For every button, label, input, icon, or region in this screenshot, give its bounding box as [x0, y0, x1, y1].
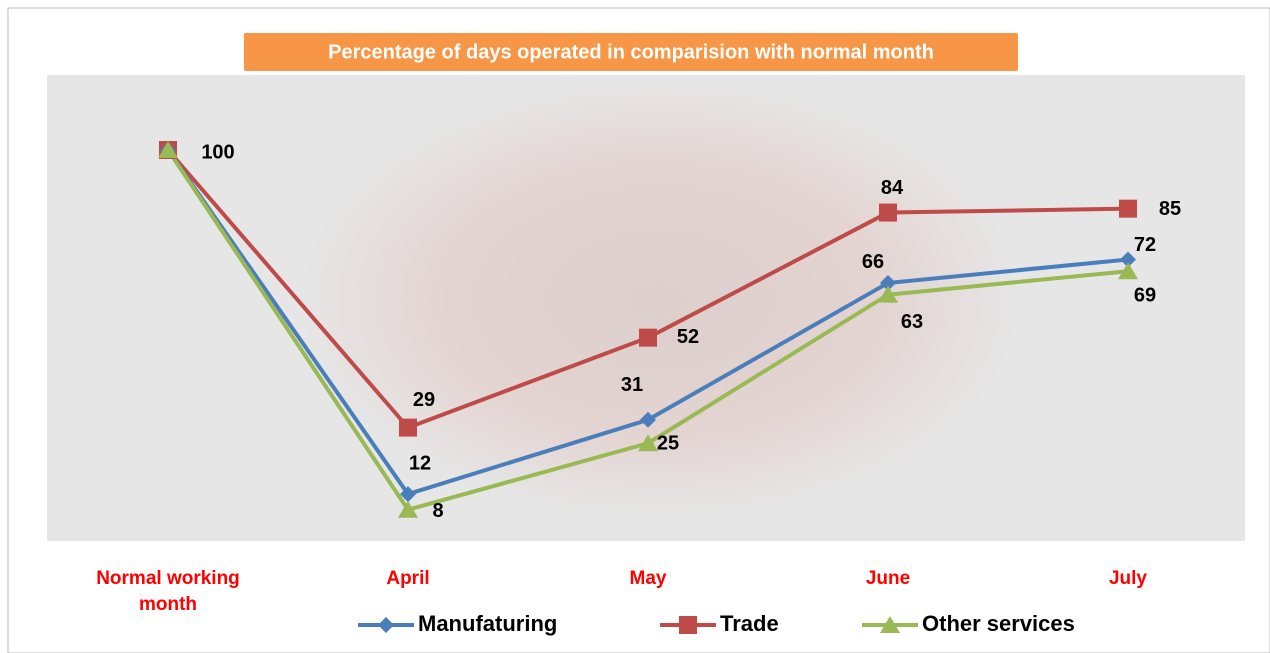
x-tick-label: July	[1028, 566, 1228, 592]
x-tick-label: May	[548, 566, 748, 592]
x-tick-label: June	[788, 566, 988, 592]
data-label: 52	[677, 326, 699, 348]
data-label: 31	[621, 374, 643, 396]
marker	[399, 419, 417, 437]
marker	[639, 329, 657, 347]
chart: Percentage of days operated in comparisi…	[0, 0, 1270, 653]
page: Percentage of days operated in comparisi…	[0, 0, 1270, 653]
legend-label: Manufaturing	[418, 611, 557, 636]
data-label: 85	[1159, 198, 1181, 220]
legend-label: Other services	[922, 611, 1075, 636]
marker	[1119, 200, 1137, 218]
data-label: 29	[413, 389, 435, 411]
marker	[879, 204, 897, 222]
data-label: 100	[201, 141, 234, 163]
data-label: 12	[409, 452, 431, 474]
data-label: 69	[1134, 284, 1156, 306]
data-label: 8	[432, 500, 443, 522]
x-tick-label: Normal working month	[68, 566, 268, 618]
data-label: 25	[657, 433, 679, 455]
data-label: 72	[1134, 234, 1156, 256]
data-label: 84	[881, 177, 904, 199]
data-label: 66	[862, 251, 884, 273]
data-label: 63	[901, 311, 923, 333]
x-tick-label: April	[308, 566, 508, 592]
legend-marker	[679, 616, 697, 634]
legend-label: Trade	[720, 611, 779, 636]
chart-title: Percentage of days operated in comparisi…	[328, 41, 934, 63]
